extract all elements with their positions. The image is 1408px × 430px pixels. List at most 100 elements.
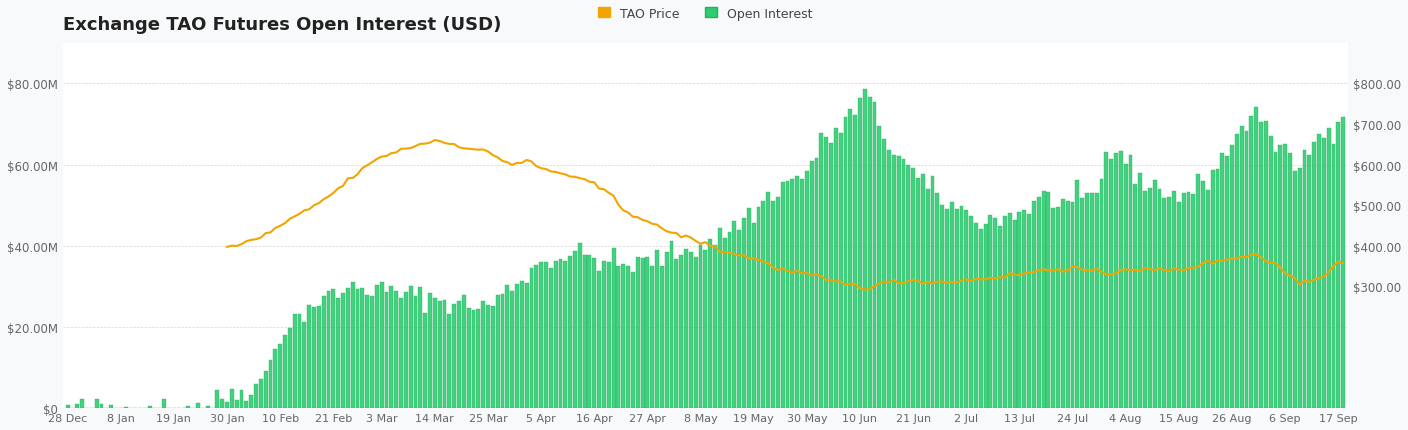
Bar — [553, 261, 558, 408]
Bar — [1124, 165, 1128, 408]
Bar — [263, 371, 268, 408]
Bar — [1225, 157, 1229, 408]
Bar — [935, 194, 939, 408]
Bar — [1308, 156, 1311, 408]
Bar — [215, 390, 220, 408]
Bar — [786, 181, 790, 408]
Bar — [239, 390, 244, 408]
Bar — [887, 150, 891, 408]
Bar — [1163, 198, 1166, 408]
Bar — [772, 201, 774, 408]
Bar — [611, 249, 615, 408]
Bar — [998, 226, 1002, 408]
Bar — [1114, 153, 1118, 408]
Bar — [621, 264, 625, 408]
Bar — [466, 308, 470, 408]
Bar — [458, 301, 460, 408]
Bar — [984, 224, 987, 408]
Bar — [988, 215, 993, 408]
Bar — [253, 384, 258, 408]
Bar — [1245, 132, 1249, 408]
Bar — [1022, 210, 1026, 408]
Bar — [925, 190, 929, 408]
Bar — [993, 218, 997, 408]
Bar — [569, 256, 572, 408]
Bar — [1221, 154, 1225, 408]
Bar — [655, 251, 659, 408]
Bar — [162, 399, 166, 408]
Bar — [452, 304, 456, 408]
Bar — [969, 216, 973, 408]
Bar — [1181, 194, 1186, 408]
Bar — [631, 272, 635, 408]
Bar — [873, 102, 876, 408]
Bar — [627, 266, 629, 408]
Bar — [1235, 135, 1239, 408]
Bar — [1342, 118, 1345, 408]
Bar — [1052, 209, 1055, 408]
Bar — [1153, 181, 1156, 408]
Bar — [1171, 191, 1176, 408]
Bar — [1298, 168, 1301, 408]
Bar — [732, 221, 736, 408]
Bar — [235, 400, 239, 408]
Bar — [365, 295, 369, 408]
Bar — [857, 98, 862, 408]
Bar — [650, 266, 655, 408]
Bar — [549, 269, 553, 408]
Bar — [432, 298, 436, 408]
Bar — [583, 255, 587, 408]
Bar — [448, 314, 451, 408]
Bar — [1080, 199, 1084, 408]
Bar — [230, 389, 234, 408]
Bar — [331, 289, 335, 408]
Bar — [476, 309, 480, 408]
Bar — [559, 260, 562, 408]
Bar — [1255, 108, 1259, 408]
Bar — [515, 285, 520, 408]
Bar — [790, 179, 794, 408]
Bar — [1264, 122, 1267, 408]
Bar — [293, 315, 297, 408]
Bar — [220, 399, 224, 408]
Bar — [1187, 193, 1190, 408]
Bar — [1211, 171, 1215, 408]
Bar — [911, 168, 915, 408]
Bar — [863, 90, 867, 408]
Bar — [800, 180, 804, 408]
Bar — [1032, 202, 1036, 408]
Bar — [839, 133, 842, 408]
Bar — [1119, 152, 1122, 408]
Bar — [738, 230, 741, 408]
Bar — [1036, 197, 1041, 408]
Bar — [66, 405, 69, 408]
Bar — [1133, 184, 1138, 408]
Bar — [206, 406, 210, 408]
Bar — [1100, 179, 1104, 408]
Bar — [698, 246, 703, 408]
Bar — [273, 349, 277, 408]
Bar — [704, 251, 707, 408]
Bar — [1249, 117, 1253, 408]
Legend: TAO Price, Open Interest: TAO Price, Open Interest — [593, 3, 818, 25]
Bar — [1326, 129, 1331, 408]
Bar — [1205, 191, 1209, 408]
Bar — [670, 241, 673, 408]
Bar — [746, 209, 750, 408]
Bar — [849, 110, 852, 408]
Bar — [694, 257, 697, 408]
Bar — [603, 261, 605, 408]
Bar — [577, 244, 582, 408]
Bar — [491, 306, 494, 408]
Bar — [1215, 169, 1219, 408]
Bar — [1293, 172, 1297, 408]
Bar — [593, 259, 596, 408]
Bar — [313, 307, 315, 408]
Bar — [337, 298, 341, 408]
Bar — [679, 255, 683, 408]
Bar — [819, 134, 824, 408]
Bar — [931, 176, 935, 408]
Bar — [597, 271, 601, 408]
Bar — [535, 265, 538, 408]
Bar — [917, 178, 919, 408]
